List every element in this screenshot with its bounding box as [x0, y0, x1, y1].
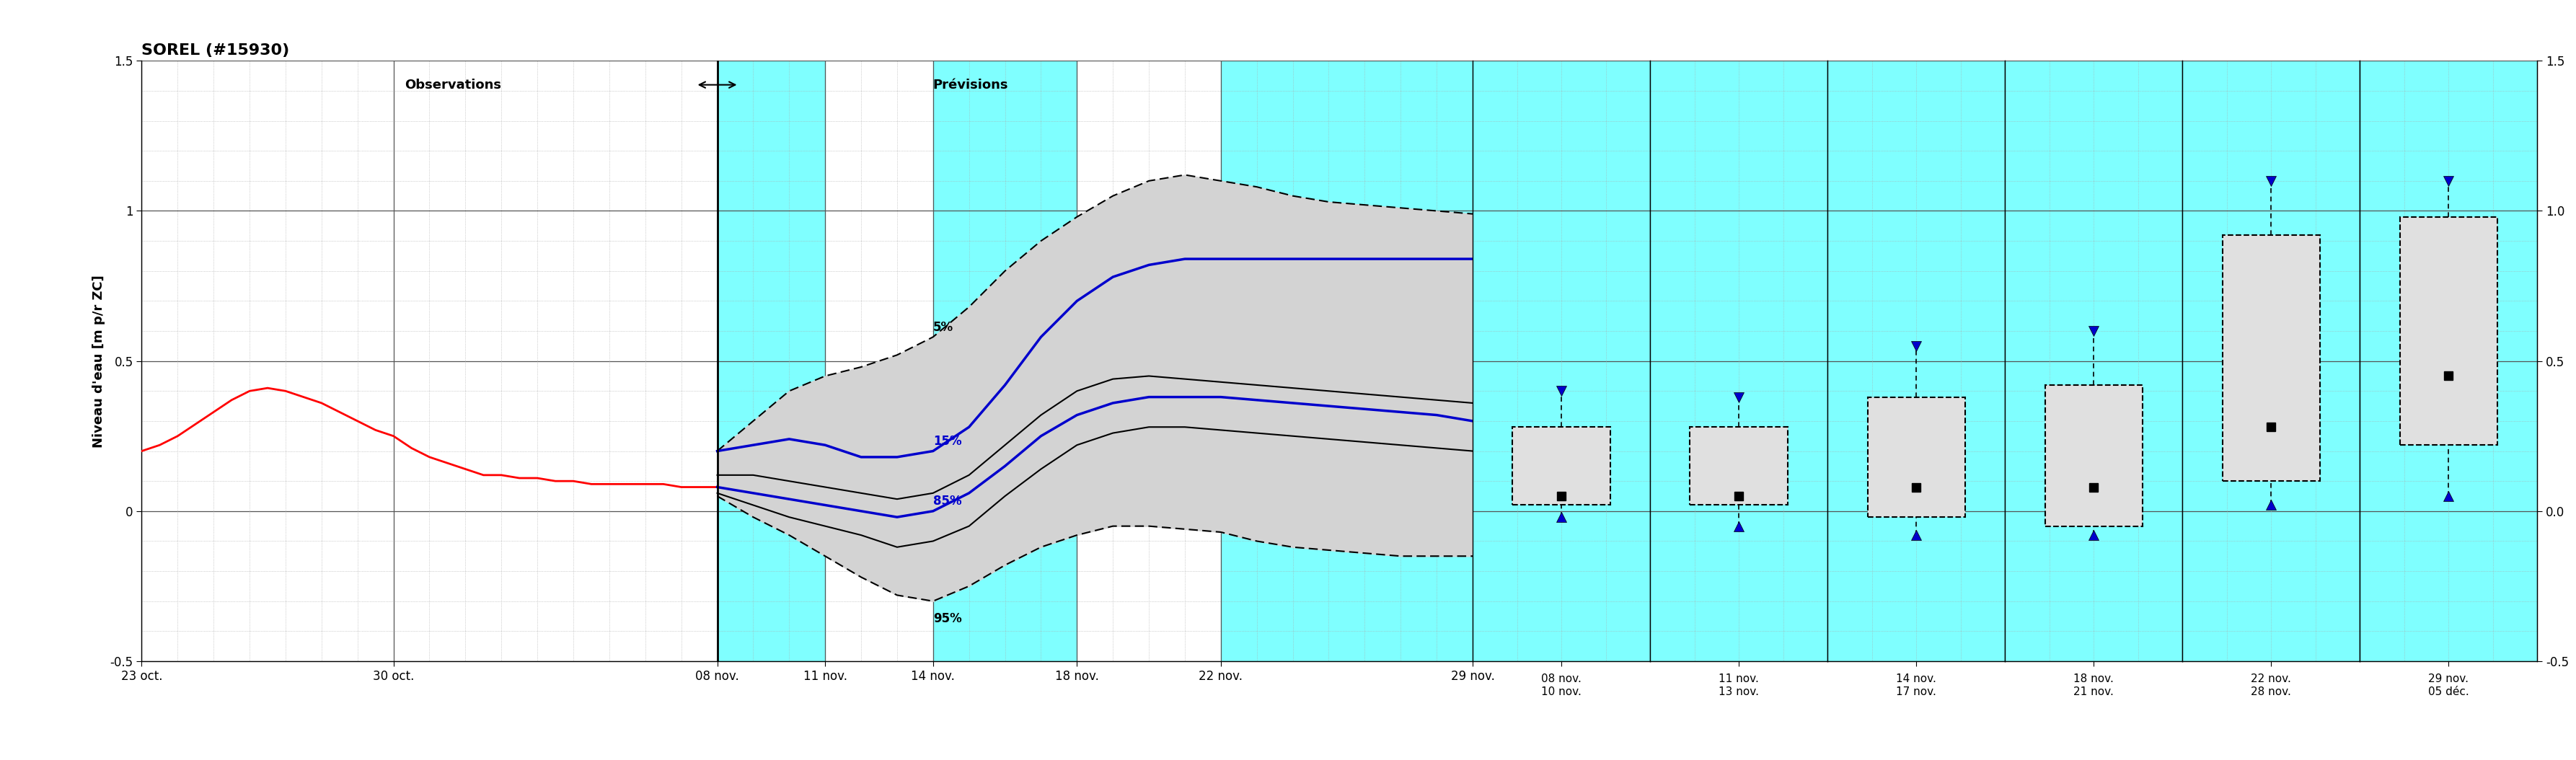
- Bar: [1868, 397, 1965, 517]
- Text: 85%: 85%: [933, 495, 961, 508]
- Text: Prévisions: Prévisions: [933, 78, 1007, 91]
- X-axis label: 11 nov.
13 nov.: 11 nov. 13 nov.: [1718, 673, 1759, 697]
- X-axis label: 22 nov.
28 nov.: 22 nov. 28 nov.: [2251, 673, 2290, 697]
- Bar: [2045, 385, 2143, 526]
- Text: 5%: 5%: [933, 321, 953, 334]
- Text: Observations: Observations: [404, 78, 502, 91]
- Bar: [1690, 427, 1788, 505]
- Bar: [933, 61, 1077, 661]
- Bar: [2045, 385, 2143, 526]
- Bar: [2401, 217, 2499, 445]
- Y-axis label: Niveau d'eau [m p/r ZC]: Niveau d'eau [m p/r ZC]: [93, 274, 106, 448]
- Bar: [2223, 235, 2321, 481]
- Bar: [716, 61, 824, 661]
- Text: SOREL (#15930): SOREL (#15930): [142, 43, 289, 58]
- X-axis label: 08 nov.
10 nov.: 08 nov. 10 nov.: [1540, 673, 1582, 697]
- Bar: [1512, 427, 1610, 505]
- X-axis label: 29 nov.
05 déc.: 29 nov. 05 déc.: [2429, 673, 2468, 697]
- Bar: [1690, 427, 1788, 505]
- Bar: [2401, 217, 2499, 445]
- Bar: [1512, 427, 1610, 505]
- Bar: [2223, 235, 2321, 481]
- X-axis label: 14 nov.
17 nov.: 14 nov. 17 nov.: [1896, 673, 1937, 697]
- Bar: [1868, 397, 1965, 517]
- Bar: [1221, 61, 1473, 661]
- Text: 15%: 15%: [933, 435, 961, 448]
- Text: 95%: 95%: [933, 612, 961, 625]
- X-axis label: 18 nov.
21 nov.: 18 nov. 21 nov.: [2074, 673, 2115, 697]
